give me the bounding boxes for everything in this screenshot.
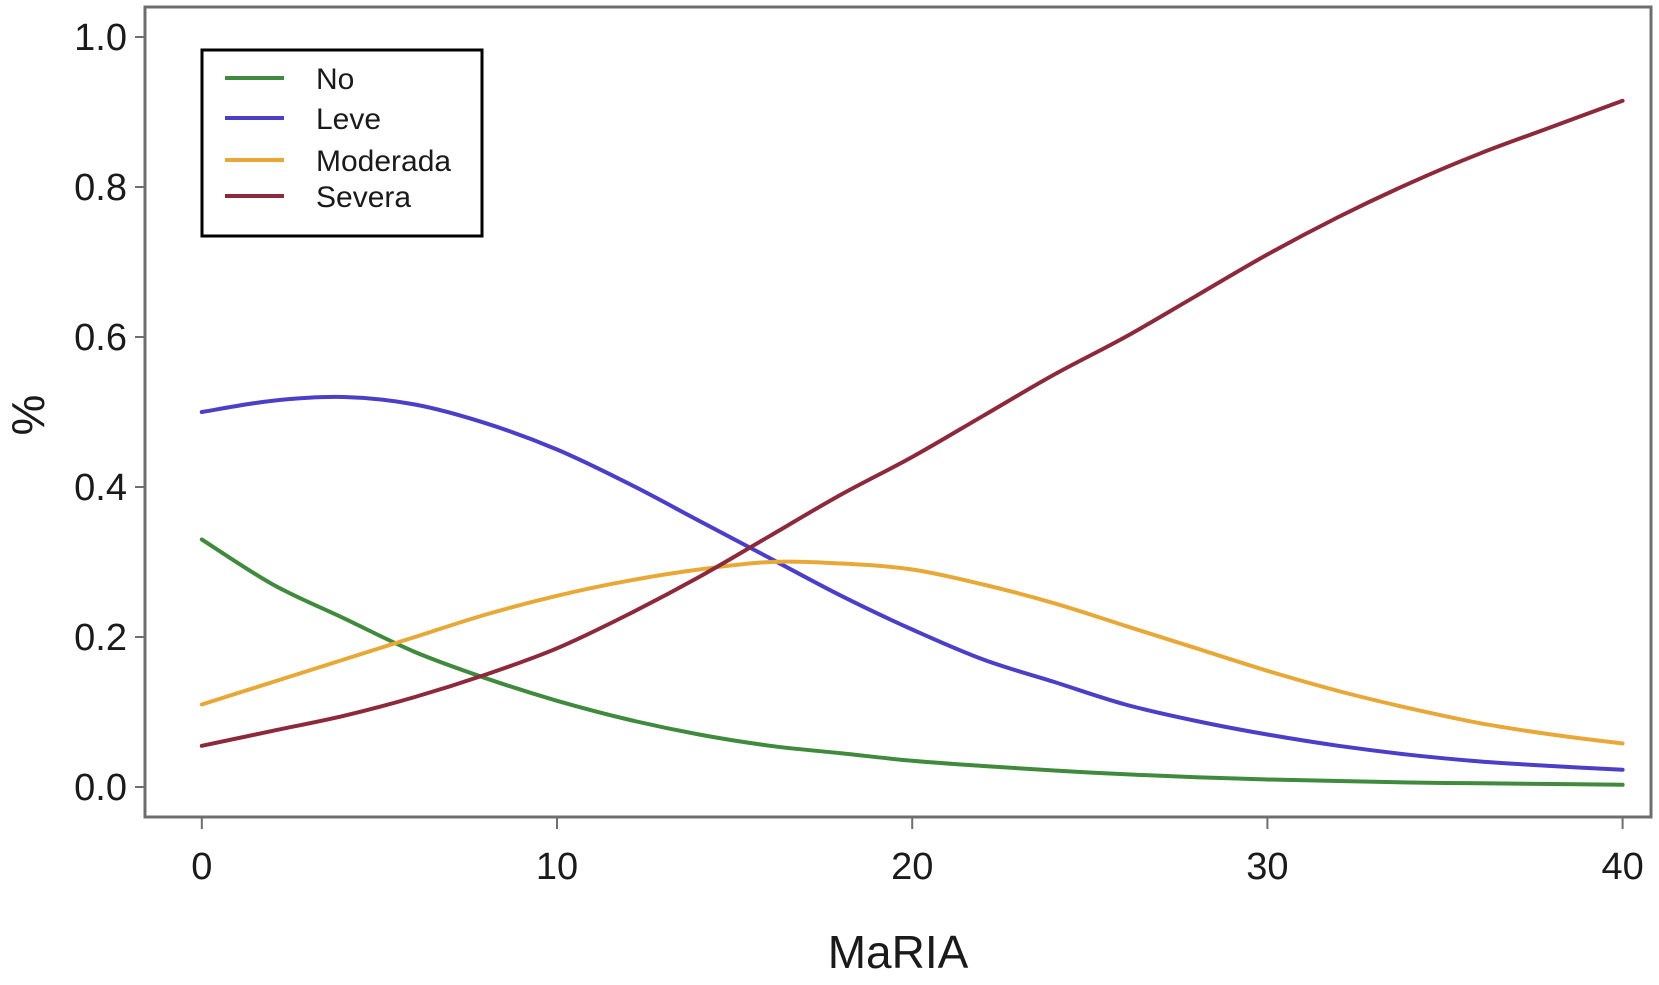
series-line-severa <box>199 98 1625 748</box>
legend-label-moderada: Moderada <box>316 145 451 178</box>
series-layer <box>199 98 1625 787</box>
legend-label-no: No <box>316 63 354 96</box>
x-tick-label: 10 <box>536 846 578 888</box>
x-tick-label: 40 <box>1601 846 1643 888</box>
legend-label-severa: Severa <box>316 181 411 214</box>
y-tick-label: 0.6 <box>74 317 127 359</box>
x-tick-label: 30 <box>1246 846 1288 888</box>
y-tick-label: 0.8 <box>74 167 127 209</box>
x-axis: 0 10 20 30 40 <box>191 817 1644 888</box>
x-tick-label: 0 <box>191 846 212 888</box>
y-tick-label: 0.0 <box>74 767 127 809</box>
x-tick-label: 20 <box>891 846 933 888</box>
y-tick-label: 0.4 <box>74 467 127 509</box>
series-line-leve <box>199 394 1625 772</box>
plot-frame <box>143 5 1653 819</box>
y-tick-label: 0.2 <box>74 617 127 659</box>
series-line-no <box>199 537 1625 787</box>
y-tick-label: 1.0 <box>74 17 127 59</box>
legend-label-leve: Leve <box>316 103 381 136</box>
legend-box <box>200 48 484 238</box>
x-axis-title: MaRIA <box>828 926 969 978</box>
y-axis-title: % <box>2 395 54 436</box>
y-axis: 0.0 0.2 0.4 0.6 0.8 1.0 <box>74 17 145 809</box>
series-line-moderada <box>199 559 1625 746</box>
